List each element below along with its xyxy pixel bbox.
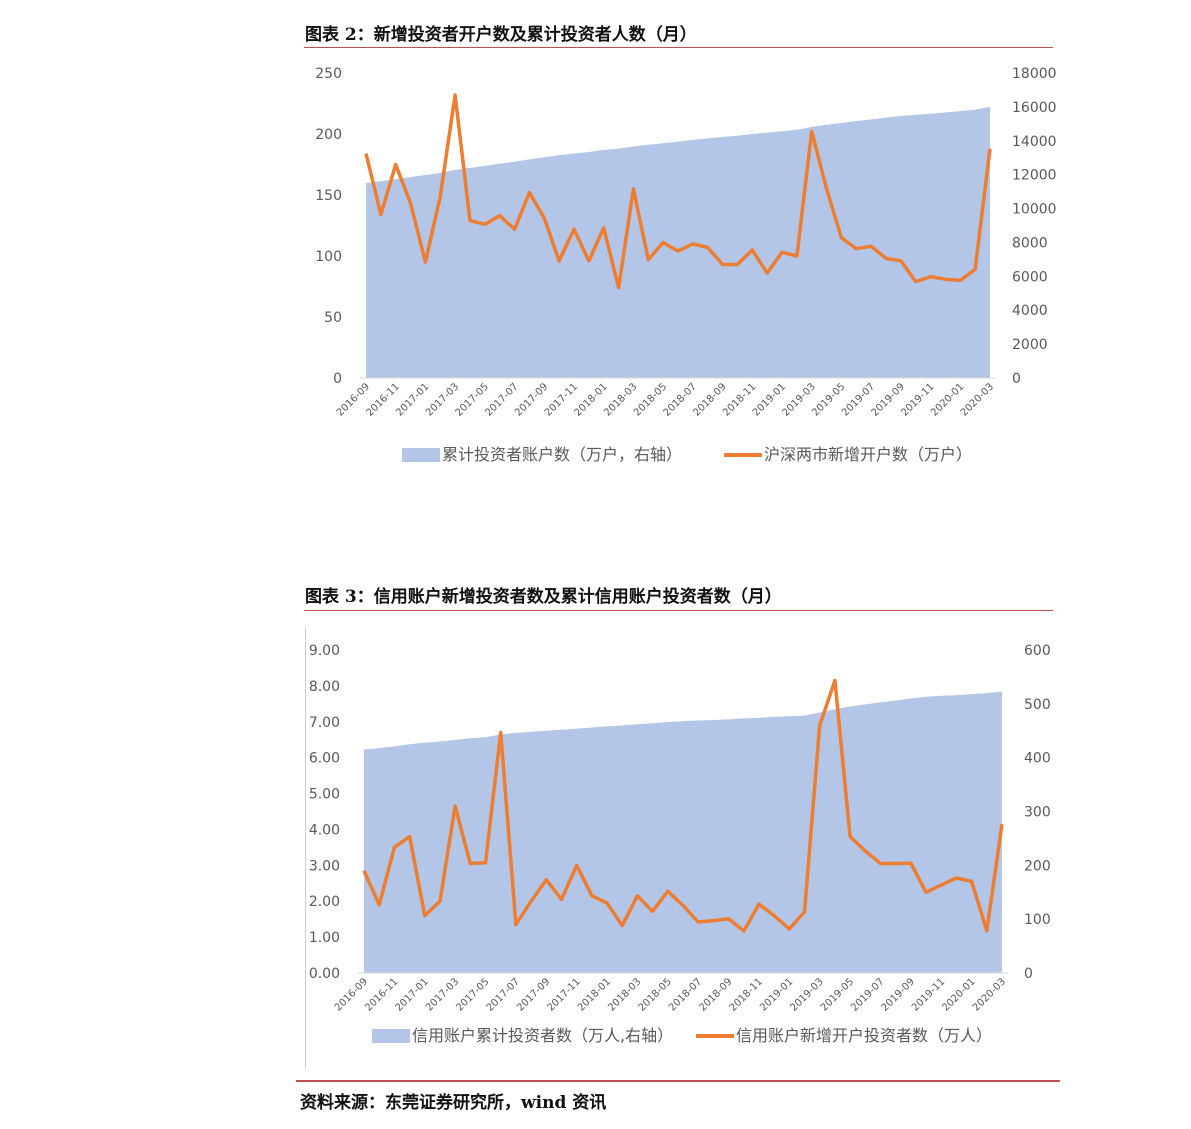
y-left-tick-label: 250	[315, 66, 342, 82]
y-right-tick-label: 18000	[1012, 66, 1057, 82]
chart-3: 0.00 1.00 2.00 3.00 4.00 5.00 6.00 7.00 8.00 9.00…	[309, 643, 1051, 1045]
y-left-tick-label: 8.00	[309, 679, 340, 695]
legend-swatch-area	[372, 1029, 410, 1043]
y-right-tick-label: 6000	[1012, 269, 1048, 285]
y-left-tick-label: 150	[315, 188, 342, 204]
y-left-tick-label: 5.00	[309, 787, 340, 803]
y-right-tick-label: 10000	[1012, 202, 1057, 218]
legend-label-line: 信用账户新增开户投资者数（万人）	[736, 1026, 992, 1045]
y-left-tick-label: 4.00	[309, 822, 340, 838]
series-area-cumulative	[366, 106, 990, 379]
legend-label-area: 累计投资者账户数（万户，右轴）	[442, 445, 682, 464]
y-right-tick-label: 2000	[1012, 337, 1048, 353]
y-left-tick-label: 0	[333, 371, 342, 387]
x-tick-label: 2020-03	[971, 976, 1008, 1013]
y-right-tick-label: 16000	[1012, 100, 1057, 116]
y-left-tick-label: 9.00	[309, 643, 340, 659]
y-right-tick-label: 400	[1024, 751, 1051, 767]
y-right-tick-label: 100	[1024, 912, 1051, 928]
y-right-tick-label: 14000	[1012, 134, 1057, 150]
figure-3-title: 图表 3：信用账户新增投资者数及累计信用账户投资者数（月）	[305, 587, 782, 607]
series-area-cumulative	[364, 691, 1002, 973]
y-left-tick-label: 3.00	[309, 858, 340, 874]
y-right-tick-label: 0	[1012, 371, 1021, 387]
legend-label-area: 信用账户累计投资者数（万人,右轴）	[412, 1026, 673, 1045]
y-left-tick-label: 1.00	[309, 930, 340, 946]
y-left-tick-label: 6.00	[309, 751, 340, 767]
x-tick-label: 2020-03	[959, 381, 996, 418]
figure-3-title-rule	[304, 610, 1053, 611]
y-right-tick-label: 200	[1024, 858, 1051, 874]
y-left-tick-label: 7.00	[309, 715, 340, 731]
y-left-tick-label: 50	[324, 310, 342, 326]
legend-swatch-area	[402, 448, 440, 462]
y-right-tick-label: 4000	[1012, 303, 1048, 319]
y-right-tick-label: 8000	[1012, 235, 1048, 251]
y-right-tick-label: 12000	[1012, 168, 1057, 184]
legend-label-line: 沪深两市新增开户数（万户）	[764, 445, 972, 464]
source-rule	[296, 1080, 1060, 1082]
y-right-tick-label: 600	[1024, 643, 1051, 659]
y-right-tick-label: 0	[1024, 966, 1033, 982]
chart-2: 0 50 100 150 200 250 0 2000 4000 6000 8000 10000 120…	[315, 66, 1057, 464]
chart-3-frame-left	[305, 628, 306, 1068]
figure-2-title: 图表 2：新增投资者开户数及累计投资者人数（月）	[305, 25, 697, 45]
y-left-tick-label: 0.00	[309, 966, 340, 982]
source-note: 资料来源：东莞证券研究所，wind 资讯	[300, 1093, 607, 1113]
y-left-tick-label: 200	[315, 127, 342, 143]
y-left-tick-label: 2.00	[309, 894, 340, 910]
y-right-tick-label: 300	[1024, 805, 1051, 821]
y-right-tick-label: 500	[1024, 697, 1051, 713]
figure-2-title-rule	[304, 47, 1053, 48]
y-left-tick-label: 100	[315, 249, 342, 265]
